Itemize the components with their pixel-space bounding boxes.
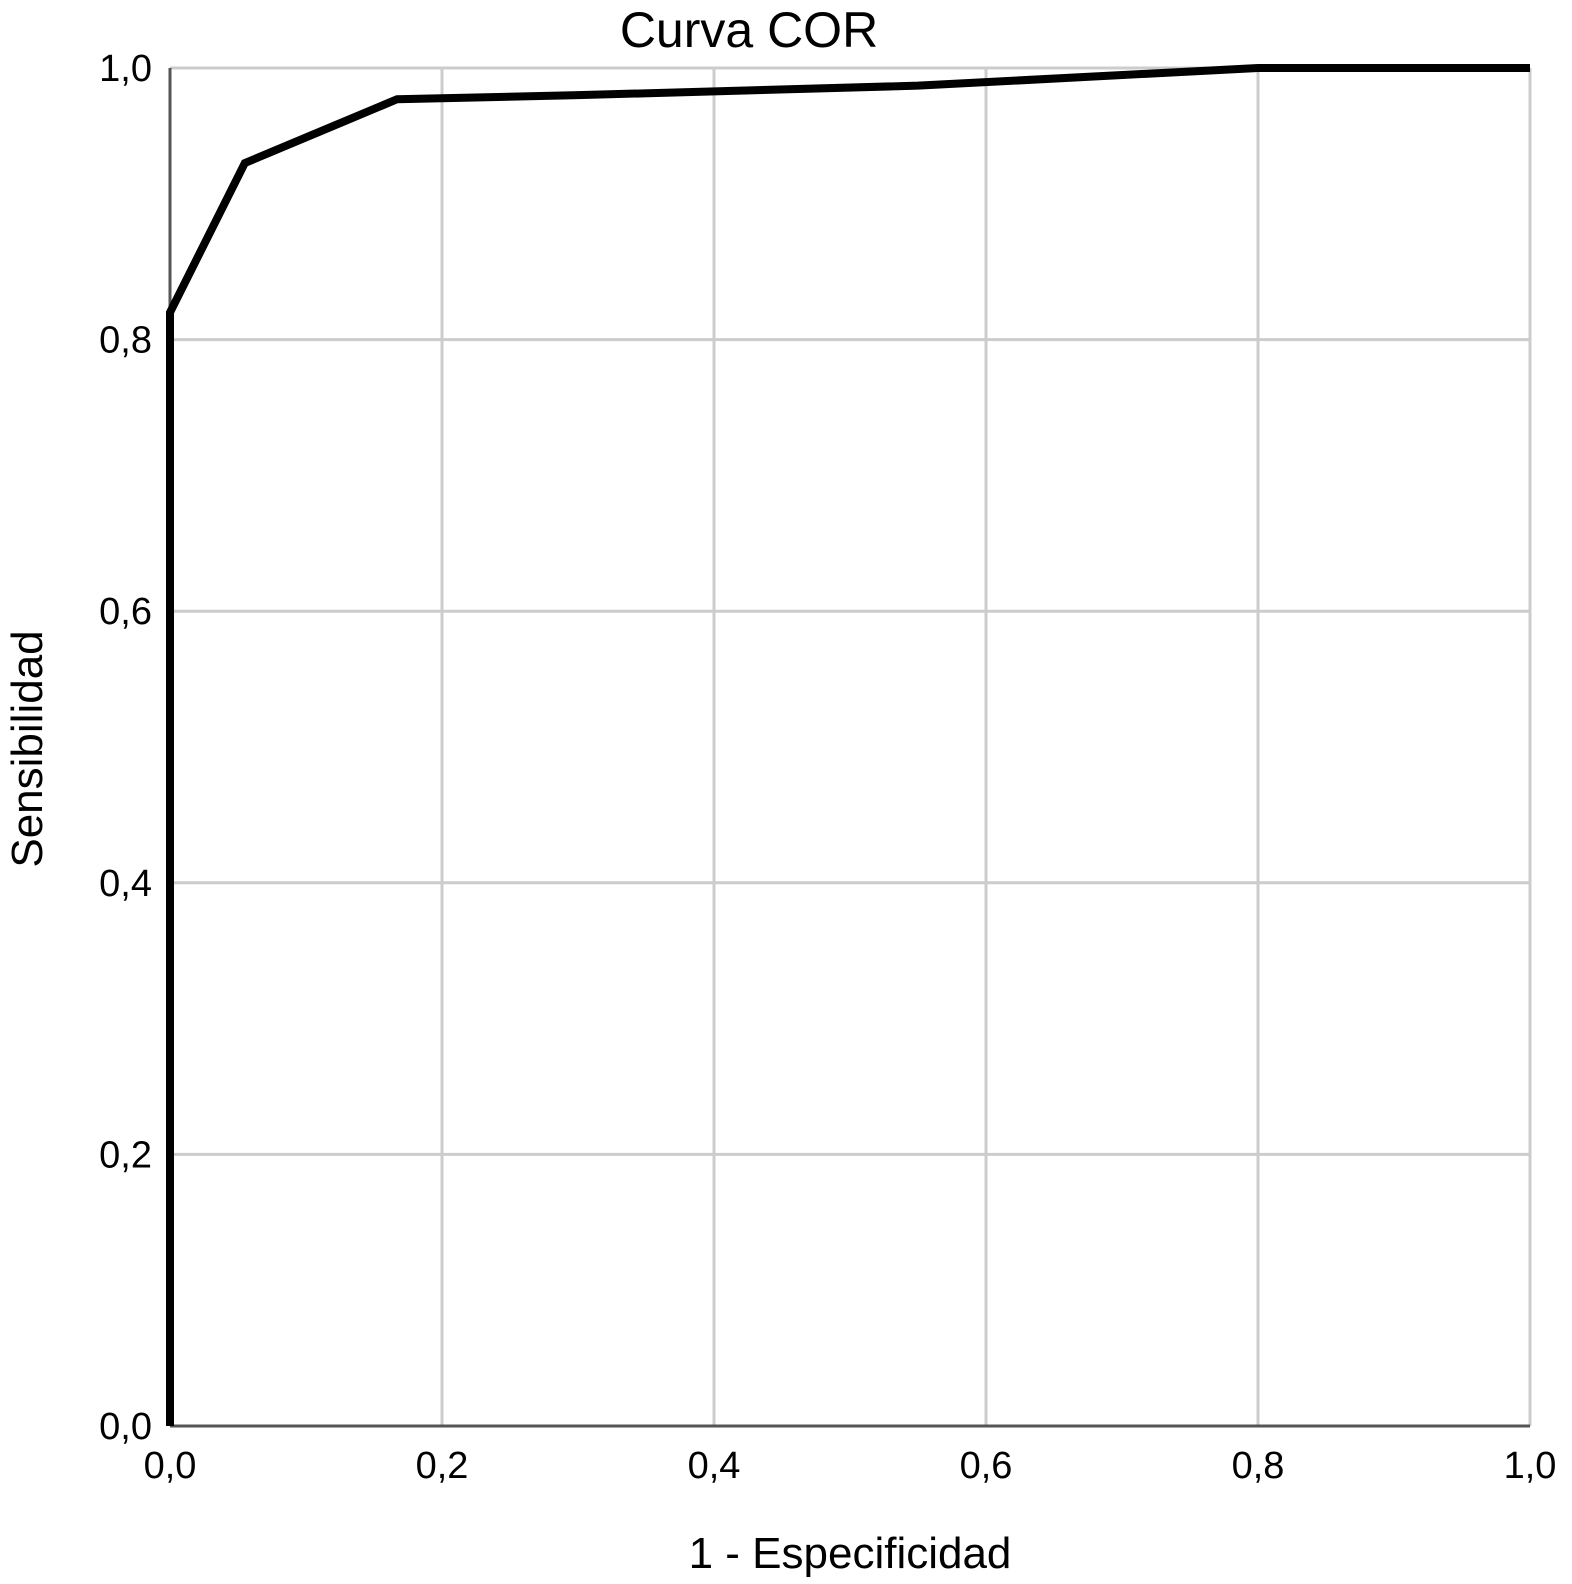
x-tick-labels: 0,0 0,2 0,4 0,6 0,8 1,0 (144, 1445, 1557, 1487)
axes (168, 68, 1530, 1428)
y-tick-label: 0,4 (99, 863, 152, 905)
x-tick-label: 0,2 (416, 1445, 469, 1487)
x-tick-label: 1,0 (1504, 1445, 1557, 1487)
y-tick-label: 1,0 (99, 48, 152, 90)
roc-curve-line (166, 64, 1530, 1426)
y-tick-label: 0,8 (99, 320, 152, 362)
y-tick-label: 0,2 (99, 1134, 152, 1176)
series-layer (166, 64, 1530, 1426)
chart-title: Curva COR (620, 2, 878, 58)
y-axis-title: Sensibilidad (3, 630, 52, 867)
x-tick-label: 0,6 (960, 1445, 1013, 1487)
x-tick-label: 0,4 (688, 1445, 741, 1487)
x-tick-label: 0,8 (1232, 1445, 1285, 1487)
y-tick-label: 0,0 (99, 1406, 152, 1448)
grid (170, 66, 1532, 1426)
y-tick-labels: 0,0 0,2 0,4 0,6 0,8 1,0 (99, 48, 152, 1448)
y-tick-label: 0,6 (99, 591, 152, 633)
x-tick-label: 0,0 (144, 1445, 197, 1487)
x-axis-title: 1 - Especificidad (689, 1529, 1012, 1578)
